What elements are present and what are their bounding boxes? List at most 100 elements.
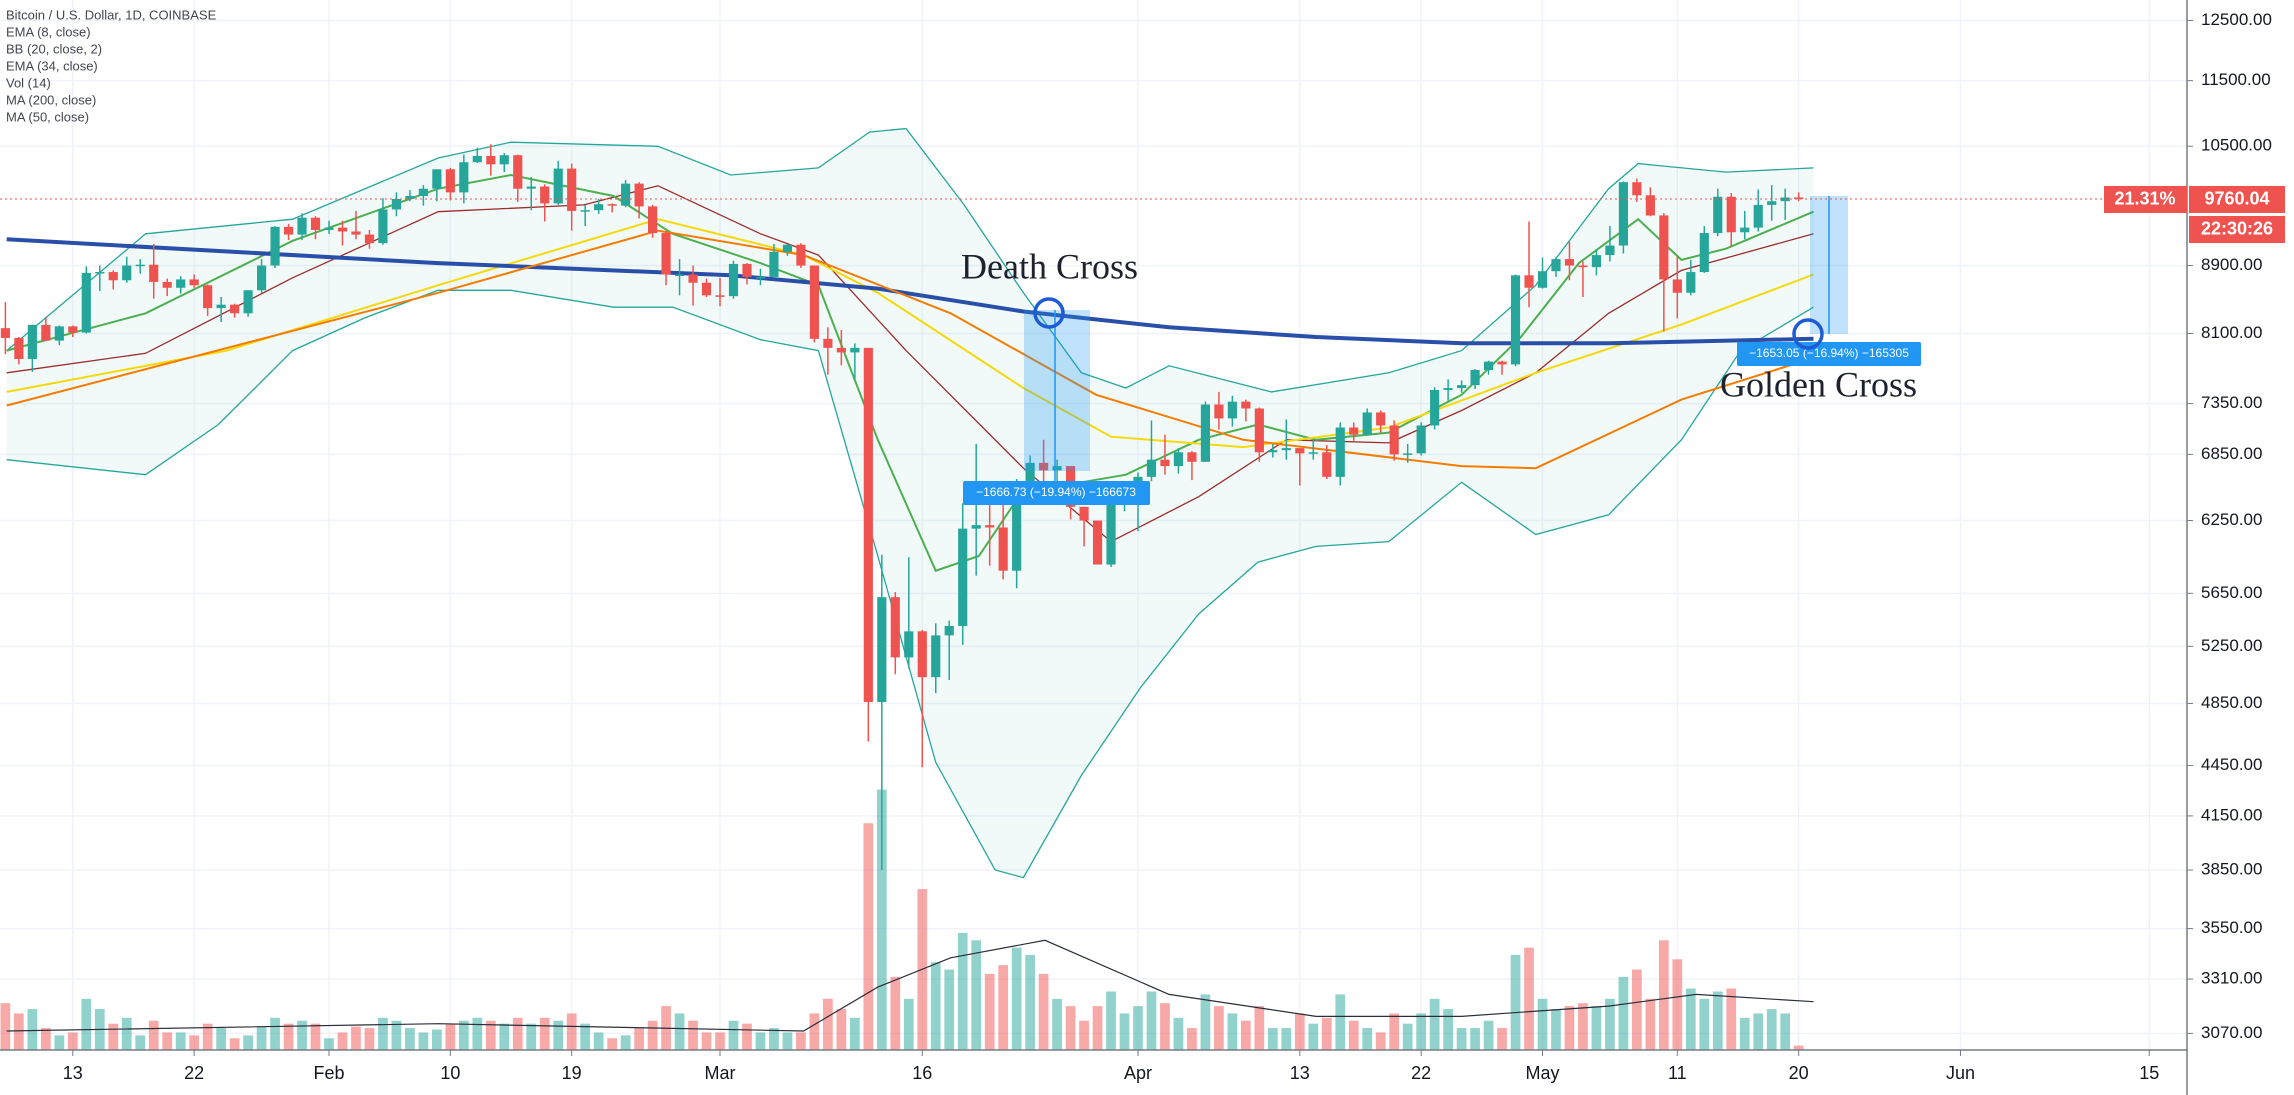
y-tick-label: 4150.00 bbox=[2201, 805, 2262, 824]
volume-bar bbox=[701, 1032, 712, 1050]
candle-body bbox=[931, 635, 941, 678]
candle-body bbox=[769, 251, 779, 277]
volume-bar bbox=[782, 1032, 793, 1050]
volume-bar bbox=[1483, 1020, 1494, 1050]
volume-bar bbox=[1712, 991, 1723, 1050]
candle-body bbox=[1254, 408, 1264, 453]
volume-bar bbox=[1294, 1013, 1305, 1050]
measure-label: −1666.73 (−19.94%) −166673 bbox=[976, 485, 1136, 499]
candle-body bbox=[41, 324, 51, 341]
candle-body bbox=[1753, 204, 1763, 228]
candle-body bbox=[1362, 412, 1372, 435]
volume-bar bbox=[1402, 1023, 1413, 1050]
volume-bar bbox=[1456, 1028, 1467, 1050]
volume-bar bbox=[728, 1020, 739, 1050]
volume-bar bbox=[1187, 1028, 1197, 1050]
volume-bar bbox=[472, 1017, 483, 1050]
volume-bar bbox=[634, 1028, 644, 1050]
volume-bar bbox=[607, 1038, 617, 1050]
candle-body bbox=[1295, 448, 1305, 454]
volume-bar bbox=[836, 1009, 847, 1050]
cross-marker bbox=[1033, 297, 1065, 329]
y-tick-label: 5650.00 bbox=[2201, 583, 2262, 602]
x-tick-label: Mar bbox=[705, 1063, 736, 1083]
x-tick-label: Jun bbox=[1946, 1063, 1975, 1083]
candle-body bbox=[1416, 425, 1426, 454]
volume-bar bbox=[930, 962, 941, 1050]
annotation: Golden Cross bbox=[1720, 364, 1917, 404]
volume-bar bbox=[620, 1035, 631, 1050]
candle-body bbox=[1376, 412, 1386, 426]
volume-bar bbox=[297, 1020, 307, 1050]
candle-body bbox=[162, 281, 172, 288]
candle-body bbox=[1403, 453, 1413, 455]
indicator-legend: BB (20, close, 2) bbox=[6, 41, 102, 56]
candle-body bbox=[1537, 271, 1548, 288]
candle-body bbox=[1052, 466, 1062, 471]
volume-bar bbox=[1537, 998, 1548, 1050]
candle-body bbox=[1457, 385, 1467, 389]
volume-bar bbox=[27, 1009, 38, 1050]
x-tick-label: May bbox=[1525, 1063, 1559, 1083]
volume-bar bbox=[1200, 994, 1211, 1050]
x-tick-label: Apr bbox=[1124, 1063, 1152, 1083]
volume-bar bbox=[14, 1013, 24, 1050]
candle-body bbox=[135, 264, 145, 267]
candle-body bbox=[1241, 401, 1251, 409]
candle-body bbox=[634, 183, 644, 207]
volume-bar bbox=[1214, 1006, 1224, 1050]
volume-bar bbox=[809, 1013, 820, 1050]
volume-bar bbox=[971, 940, 982, 1050]
volume-bar bbox=[1052, 998, 1062, 1050]
volume-bar bbox=[1578, 1003, 1588, 1050]
candle-body bbox=[1767, 201, 1777, 205]
candle-body bbox=[1079, 506, 1089, 521]
volume-bar bbox=[364, 1028, 375, 1050]
candle-body bbox=[971, 525, 981, 529]
volume-bar bbox=[1443, 1009, 1453, 1050]
indicator-legend: MA (200, close) bbox=[6, 92, 96, 107]
volume-bar bbox=[674, 1013, 685, 1050]
candle-body bbox=[701, 282, 712, 296]
candle-body bbox=[432, 169, 442, 189]
volume-bar bbox=[432, 1029, 442, 1050]
x-tick-label: 15 bbox=[2139, 1063, 2159, 1083]
candle-body bbox=[1187, 452, 1197, 462]
candle-body bbox=[755, 276, 766, 279]
volume-bar bbox=[1106, 991, 1116, 1050]
candle-body bbox=[553, 168, 563, 204]
y-tick-label: 3070.00 bbox=[2201, 1023, 2262, 1042]
volume-bar bbox=[876, 789, 887, 1050]
volume-bar bbox=[1375, 1032, 1386, 1050]
volume-bar bbox=[769, 1028, 779, 1050]
price-label-box bbox=[2189, 185, 2285, 213]
candle-body bbox=[648, 206, 658, 234]
volume-bar bbox=[1119, 1013, 1130, 1050]
indicator-legend: MA (50, close) bbox=[6, 109, 89, 124]
candle-body bbox=[418, 188, 428, 197]
candle-body bbox=[863, 347, 873, 702]
candle-body bbox=[1308, 452, 1318, 454]
volume-bar bbox=[1133, 1006, 1143, 1050]
volume-bar bbox=[1227, 1013, 1238, 1050]
candle-body bbox=[472, 155, 482, 163]
candle-body bbox=[688, 274, 698, 283]
volume-bar bbox=[1429, 998, 1440, 1050]
countdown: 22:30:26 bbox=[2201, 219, 2273, 239]
volume-bar bbox=[1321, 1017, 1332, 1050]
candle-body bbox=[580, 210, 590, 212]
volume-bar bbox=[485, 1020, 496, 1050]
countdown-box bbox=[2189, 215, 2285, 243]
volume-bar bbox=[1739, 1017, 1750, 1050]
candle-body bbox=[256, 265, 267, 291]
volume-bar bbox=[1308, 1023, 1319, 1050]
candle-body bbox=[1214, 404, 1224, 419]
candle-body bbox=[540, 186, 550, 204]
candle-body bbox=[1591, 255, 1602, 268]
candle-body bbox=[216, 304, 226, 309]
candle-body bbox=[14, 337, 24, 360]
volume-bar bbox=[499, 1023, 510, 1050]
